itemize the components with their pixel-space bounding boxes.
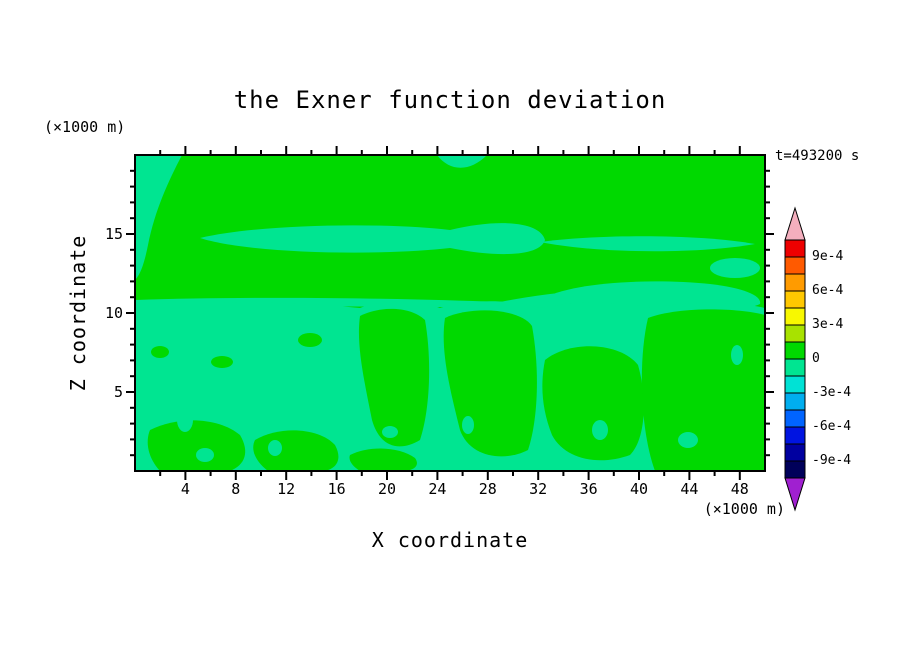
colorbar-segment <box>784 358 806 377</box>
colorbar-label: 3e-4 <box>812 317 844 332</box>
colorbar-segment <box>784 324 806 343</box>
x-tick-label: 4 <box>180 480 190 498</box>
x-tick-label: 28 <box>478 480 497 498</box>
colorbar-arrow-bottom <box>784 477 806 512</box>
y-axis-unit-label: (×1000 m) <box>44 118 126 136</box>
colorbar-segment <box>784 426 806 445</box>
colorbar-segment <box>784 290 806 309</box>
y-tick-label: 10 <box>104 304 123 322</box>
x-axis-title: X coordinate <box>371 528 529 552</box>
colorbar-segment <box>784 460 806 479</box>
colorbar-label: 6e-4 <box>812 283 844 298</box>
colorbar <box>784 206 806 512</box>
x-tick-label: 12 <box>277 480 296 498</box>
y-tick-label: 15 <box>104 225 123 243</box>
colorbar-arrow-top <box>784 206 806 241</box>
colorbar-segment <box>784 239 806 258</box>
colorbar-label: -9e-4 <box>812 453 852 468</box>
colorbar-segment <box>784 375 806 394</box>
x-tick-label: 16 <box>327 480 346 498</box>
colorbar-label: -3e-4 <box>812 385 852 400</box>
colorbar-label: -6e-4 <box>812 419 852 434</box>
colorbar-segment <box>784 307 806 326</box>
plot-frame <box>134 154 766 472</box>
colorbar-segment <box>784 409 806 428</box>
colorbar-segment <box>784 273 806 292</box>
colorbar-segment <box>784 256 806 275</box>
colorbar-label: 0 <box>812 351 820 366</box>
x-tick-label: 8 <box>231 480 241 498</box>
time-annotation: t=493200 s <box>775 148 860 164</box>
x-tick-label: 32 <box>529 480 548 498</box>
chart-title: the Exner function deviation <box>233 86 667 114</box>
x-tick-label: 48 <box>730 480 749 498</box>
x-tick-label: 24 <box>428 480 447 498</box>
colorbar-segment <box>784 392 806 411</box>
x-tick-label: 20 <box>377 480 397 498</box>
y-tick-label: 5 <box>113 383 123 401</box>
x-tick-label: 36 <box>579 480 598 498</box>
colorbar-label: 9e-4 <box>812 249 844 264</box>
x-tick-label: 44 <box>680 480 699 498</box>
x-tick-label: 40 <box>629 480 649 498</box>
colorbar-segment <box>784 341 806 360</box>
contour-field <box>135 155 765 471</box>
x-axis-unit-label: (×1000 m) <box>703 500 785 518</box>
colorbar-segment <box>784 443 806 462</box>
